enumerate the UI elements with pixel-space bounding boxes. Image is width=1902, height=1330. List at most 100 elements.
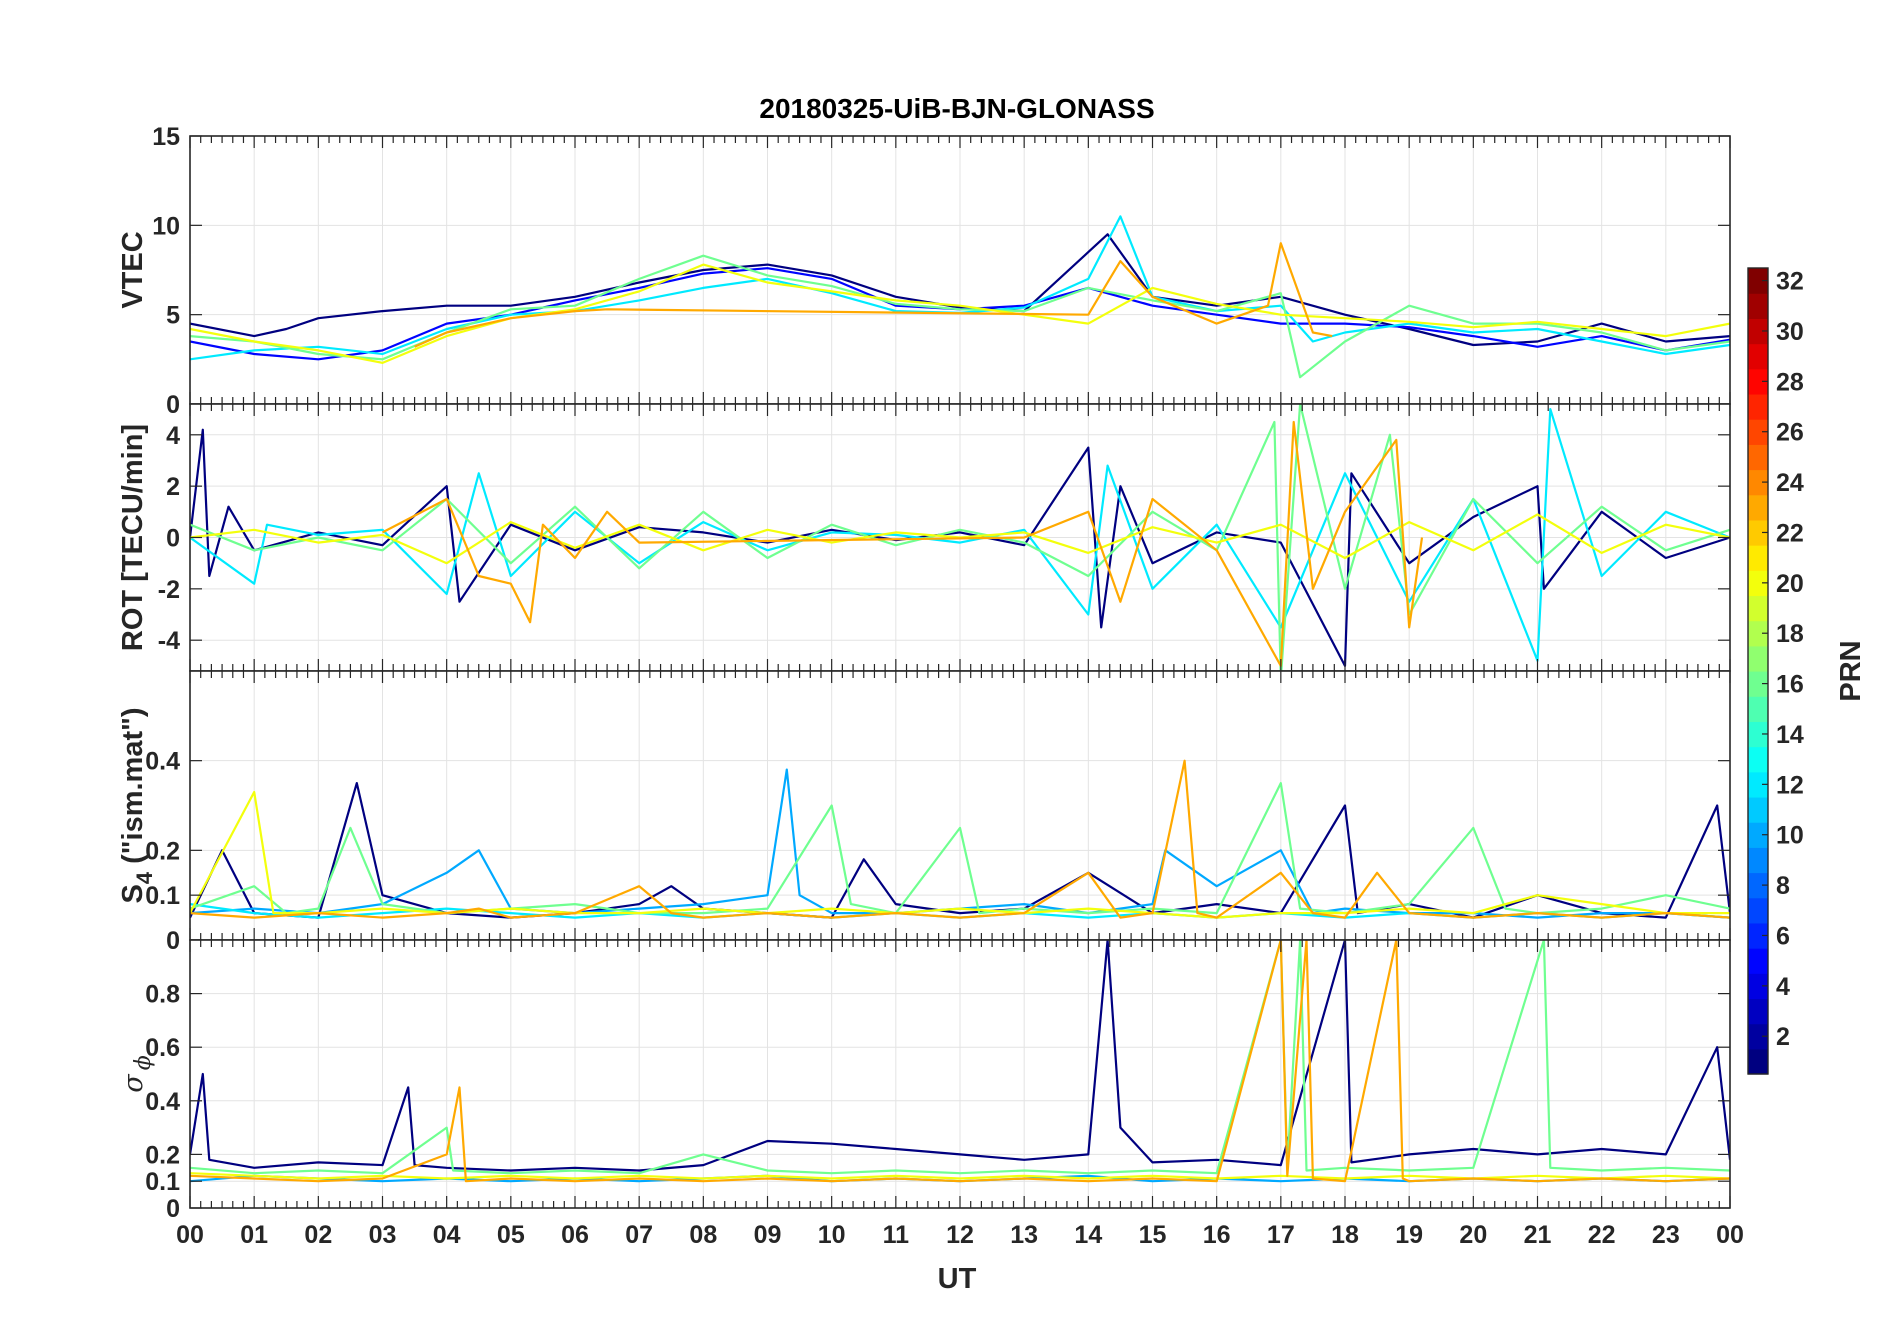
x-tick-label: 22	[1588, 1221, 1616, 1249]
chart-title: 20180325-UiB-BJN-GLONASS	[759, 93, 1154, 124]
y-tick-label: 10	[152, 212, 180, 240]
colorbar-tick-label: 32	[1776, 268, 1804, 296]
colorbar-segment	[1748, 973, 1768, 1000]
y-axis-label-suffix: ("ism.mat")	[117, 707, 149, 871]
colorbar-tick-label: 2	[1776, 1023, 1790, 1051]
x-tick-label: 21	[1524, 1221, 1552, 1249]
x-axis-label: UT	[938, 1263, 977, 1295]
colorbar-tick-label: 22	[1776, 519, 1804, 547]
x-tick-label: 02	[304, 1221, 332, 1249]
y-tick-label: 5	[166, 302, 180, 330]
y-axis-label-vtec: VTEC	[117, 231, 149, 308]
y-tick-label: 4	[166, 422, 180, 450]
colorbar-segment	[1748, 494, 1768, 521]
colorbar-frame	[1747, 267, 1769, 1075]
colorbar-segment	[1748, 570, 1768, 597]
panel-rot-series	[190, 404, 1730, 671]
colorbar-tick-label: 20	[1776, 570, 1804, 598]
y-tick-label: 0.1	[145, 882, 180, 910]
colorbar-segment	[1748, 822, 1768, 848]
colorbar-segment	[1748, 696, 1768, 722]
panel-s4: 00.10.20.4S4 ("ism.mat")	[117, 670, 1731, 955]
x-tick-label: 00	[176, 1221, 204, 1249]
colorbar-segment	[1748, 519, 1768, 546]
y-tick-label: 0.2	[145, 837, 180, 865]
y-tick-label: 0.4	[145, 1088, 180, 1116]
x-tick-label: 04	[433, 1221, 461, 1249]
colorbar-segment	[1748, 1023, 1768, 1050]
x-tick-label: 17	[1267, 1221, 1295, 1249]
colorbar-segment	[1748, 771, 1768, 798]
colorbar-tick-label: 26	[1776, 419, 1804, 447]
colorbar-tick-label: 12	[1776, 771, 1804, 799]
x-tick-label: 13	[1010, 1221, 1038, 1249]
series-prn-23	[414, 242, 1333, 348]
y-tick-label: 0.2	[145, 1141, 180, 1169]
x-tick-label: 01	[240, 1221, 268, 1249]
colorbar-segment	[1748, 393, 1768, 420]
y-axis-label-subscript: 4	[132, 871, 157, 884]
colorbar-segment	[1748, 897, 1768, 924]
panel-rot: -4 -2 0 2 4 ROT [TECU/min]	[117, 403, 1731, 672]
series-prn-1	[190, 940, 1730, 1172]
colorbar-label: PRN	[1835, 640, 1867, 701]
x-tick-label: 23	[1652, 1221, 1680, 1249]
x-tick-label: 05	[497, 1221, 525, 1249]
colorbar-segment	[1748, 872, 1768, 899]
y-tick-label: 0.1	[145, 1168, 180, 1196]
colorbar-tick-label: 16	[1776, 671, 1804, 699]
y-tick-label: 0	[166, 1195, 180, 1223]
y-axis-label-s4: S4 ("ism.mat")	[117, 707, 157, 903]
colorbar-segment	[1748, 746, 1768, 773]
x-tick-label: 16	[1203, 1221, 1231, 1249]
y-axis-label-rot: ROT [TECU/min]	[117, 424, 149, 651]
x-tick-label: 06	[561, 1221, 589, 1249]
series-prn-23	[190, 759, 1730, 919]
colorbar-segment	[1748, 721, 1768, 748]
colorbar-segment	[1748, 545, 1768, 571]
colorbar-tick-label: 6	[1776, 922, 1790, 950]
y-tick-label: 0.8	[145, 981, 180, 1009]
colorbar-tick-label: 28	[1776, 368, 1804, 396]
y-tick-label: 0.4	[145, 748, 180, 776]
colorbar-segment	[1748, 595, 1768, 622]
colorbar-segment	[1748, 948, 1768, 974]
colorbar-tick-label: 18	[1776, 620, 1804, 648]
colorbar-segment	[1748, 419, 1768, 445]
panel-vtec-series	[190, 215, 1730, 379]
colorbar-segment	[1748, 343, 1768, 370]
x-tick-label: 19	[1395, 1221, 1423, 1249]
colorbar-segment	[1748, 796, 1768, 823]
x-tick-label: 18	[1331, 1221, 1359, 1249]
series-prn-16	[190, 782, 1730, 915]
y-axis-label-symbol: σ	[118, 1073, 149, 1093]
colorbar-segment	[1748, 318, 1768, 345]
y-tick-label: 0	[166, 927, 180, 955]
x-tick-label: 11	[883, 1221, 910, 1249]
colorbar-segment	[1748, 268, 1768, 294]
x-tick-label: 15	[1139, 1221, 1167, 1249]
colorbar-tick-label: 4	[1776, 973, 1790, 1001]
x-tick-label: 10	[818, 1221, 846, 1249]
x-tick-label: 09	[754, 1221, 782, 1249]
series-prn-20	[190, 263, 1730, 364]
panel-sigma_phi: 00.10.2 0.4 0.6 0.8 σϕ	[118, 939, 1731, 1223]
x-tick-label: 08	[689, 1221, 717, 1249]
y-tick-label: 0.6	[145, 1034, 180, 1062]
colorbar-segment	[1748, 645, 1768, 672]
colorbar-segment	[1748, 444, 1768, 471]
colorbar-segment	[1748, 368, 1768, 395]
series-prn-12	[190, 408, 1730, 662]
y-tick-label: -2	[158, 576, 180, 604]
y-tick-label: 0	[166, 391, 180, 419]
colorbar-tick-label: 24	[1776, 469, 1804, 497]
x-tick-label: 14	[1074, 1221, 1102, 1249]
y-axis-label-sigma_phi: σϕ	[118, 1055, 156, 1092]
y-tick-label: 2	[166, 473, 180, 501]
series-prn-1	[190, 233, 1730, 347]
y-axis-label-main: S	[117, 884, 149, 903]
series-prn-23	[190, 940, 1730, 1183]
